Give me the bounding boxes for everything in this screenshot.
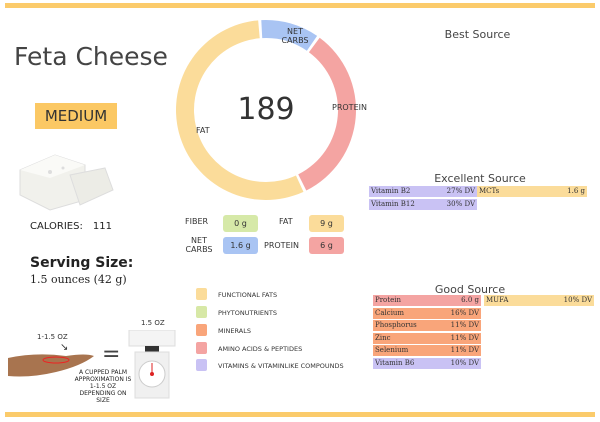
nutrient-name: Phosphorus [375,321,417,329]
nutrient-row: Zinc 11% DV [373,332,481,344]
nutrient-value: 16% DV [450,308,479,317]
fat-label: FAT [279,217,293,226]
nutrient-name: Zinc [375,333,391,342]
arrow-icon: ↘ [60,342,69,353]
calories-label: CALORIES: [30,221,83,232]
nutrient-row: Calcium 16% DV [373,307,481,319]
nutrient-row: Vitamin B12 30% DV [369,198,477,210]
calories-value: 111 [92,221,112,232]
legend-label: VITAMINS & VITAMINLIKE COMPOUNDS [218,362,344,370]
good-source-title: Good Source [434,283,506,296]
nutrient-value: 1.6 g [567,187,585,195]
best-source-title: Best Source [444,28,511,41]
legend-label: AMINO ACIDS & PEPTIDES [218,345,303,353]
nutrient-value: 11% DV [450,346,479,354]
nutrient-row: Vitamin B6 10% DV [373,357,481,369]
nutrient-row: MUFA 10% DV [484,295,594,306]
feta-cheese-image [19,154,114,211]
nutrient-name: Calcium [375,308,405,317]
nutrient-value: 10% DV [563,296,592,304]
legend-label: FUNCTIONAL FATS [218,291,278,299]
fiber-value: 0 g [223,215,258,232]
legend-vitamins: VITAMINS & VITAMINLIKE COMPOUNDS [196,359,344,371]
excellent-source-title: Excellent Source [434,172,526,185]
nutrient-value: 6.0 g [461,296,479,304]
donut-segment-protein [298,37,356,191]
total-calories: 189 [237,92,295,127]
legend-minerals: MINERALS [196,324,251,336]
hand-portion-label: 1-1.5 OZ [37,333,68,341]
serving-size-value: 1.5 ounces (42 g) [30,273,127,286]
legend-label: PHYTONUTRIENTS [218,309,277,317]
protein-label: PROTEIN [264,241,299,250]
nutrient-name: Selenium [375,346,409,354]
donut-segment-net-carbs [261,20,318,51]
nutrient-name: MUFA [486,296,509,304]
calories: CALORIES: 111 [30,221,112,232]
legend-label: MINERALS [218,327,251,335]
nutrient-row: Vitamin B2 27% DV [369,186,477,197]
cupped-hand-image [8,354,94,377]
fat-value: 9 g [309,215,344,232]
nutrient-value: 27% DV [446,187,475,195]
food-title: Feta Cheese [14,42,168,71]
nutrient-name: Protein [375,296,401,304]
nutrient-name: Vitamin B6 [375,358,415,367]
level-badge: MEDIUM [35,103,117,129]
nutrient-value: 30% DV [446,199,475,208]
net-carbs-label: NET CARBS [185,236,213,254]
portion-note: A CUPPED PALM APPROXIMATION IS 1-1.5 OZ … [74,369,132,404]
kitchen-scale-image [128,330,176,399]
bottom-accent-bar [5,412,595,417]
legend-functional-fats: FUNCTIONAL FATS [196,288,278,300]
scale-portion-label: 1.5 OZ [141,319,165,327]
protein-value: 6 g [309,237,344,254]
calorie-donut-chart [176,20,356,200]
nutrient-value: 11% DV [450,333,479,342]
net-carbs-segment-label: NET CARBS [281,27,309,45]
net-carbs-value: 1.6 g [223,237,258,254]
nutrient-row: Phosphorus 11% DV [373,320,481,331]
nutrient-value: 11% DV [450,321,479,329]
nutrient-row: MCTs 1.6 g [477,186,587,197]
protein-segment-label: PROTEIN [332,103,367,112]
legend-phytonutrients: PHYTONUTRIENTS [196,306,277,318]
nutrient-name: Vitamin B2 [371,187,411,195]
serving-size-label: Serving Size: [30,255,134,271]
donut-segment-fat [176,20,304,200]
nutrient-value: 10% DV [450,358,479,367]
top-accent-bar [5,3,595,8]
nutrient-name: Vitamin B12 [371,199,415,208]
fat-segment-label: FAT [196,126,210,135]
legend-amino-acids: AMINO ACIDS & PEPTIDES [196,342,303,354]
nutrient-row: Protein 6.0 g [373,295,481,306]
equals-sign: = [102,342,121,367]
fiber-label: FIBER [185,217,209,226]
nutrient-name: MCTs [479,187,500,195]
nutrient-row: Selenium 11% DV [373,345,481,356]
